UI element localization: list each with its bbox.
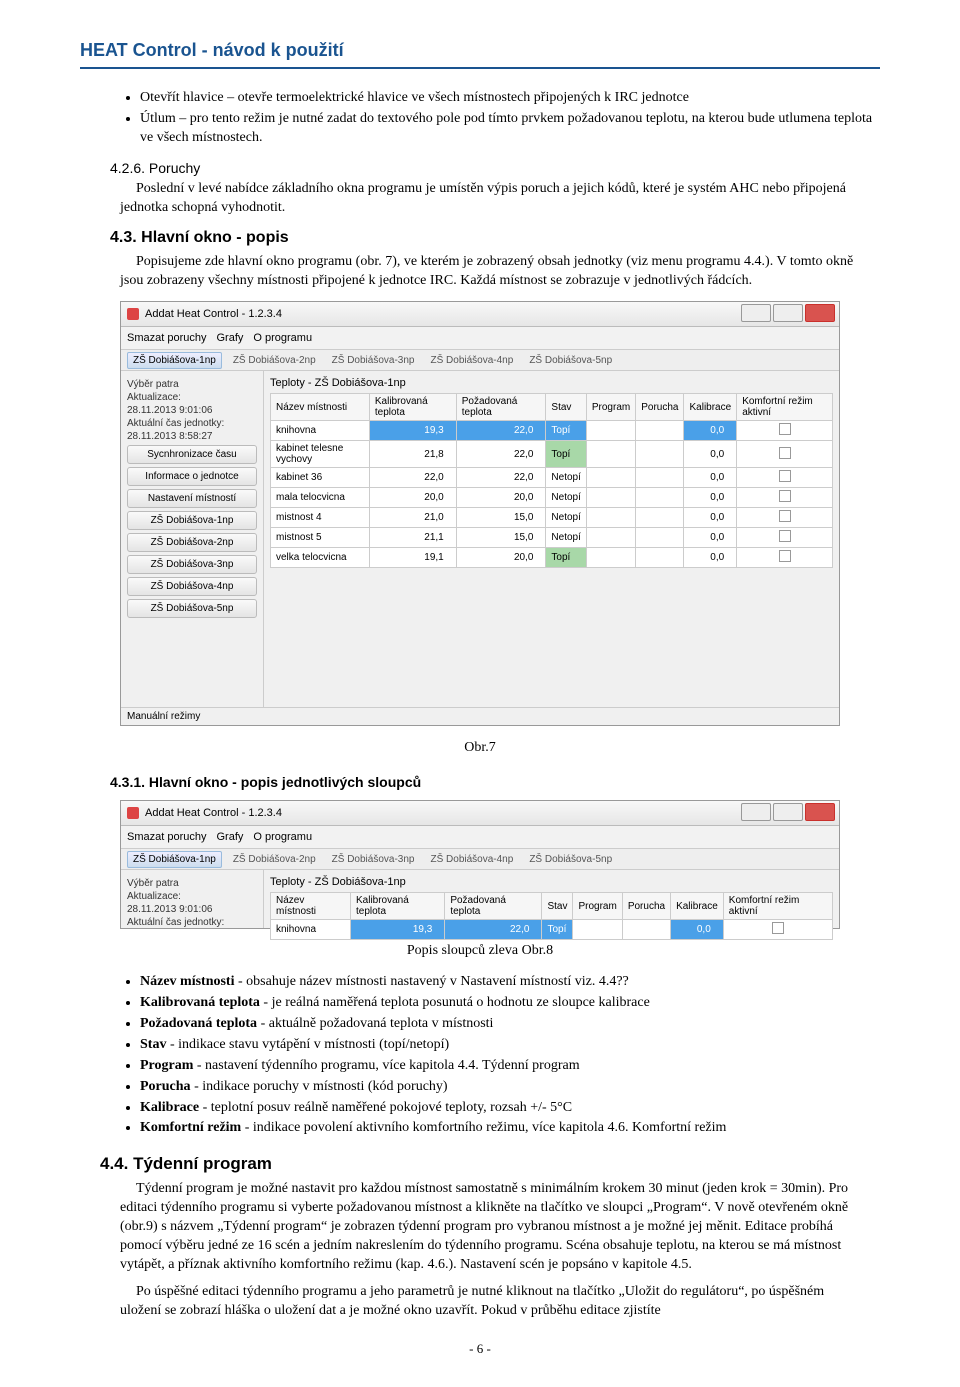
max-button[interactable] — [773, 803, 803, 821]
table-row[interactable]: kabinet 3622,022,0Netopí0,0 — [271, 468, 833, 488]
sidebar-time: 28.11.2013 9:01:06 — [127, 904, 257, 915]
tab[interactable]: ZŠ Dobiášova-2np — [228, 852, 321, 867]
tab[interactable]: ZŠ Dobiášova-4np — [425, 852, 518, 867]
sidebar-label: Aktuální čas jednotky: — [127, 917, 257, 928]
col-header: Porucha — [622, 893, 670, 920]
table-row[interactable]: kabinet telesne vychovy21,822,0Topí0,0 — [271, 441, 833, 468]
intro-bullets: Otevřít hlavice – otevře termoelektrické… — [80, 89, 880, 148]
heading-4-3-1: 4.3.1. Hlavní okno - popis jednotlivých … — [110, 774, 880, 790]
window-title: Addat Heat Control - 1.2.3.4 — [145, 807, 282, 819]
menu-item[interactable]: Smazat poruchy — [127, 831, 206, 843]
col-header: Kalibrovaná teplota — [369, 394, 456, 421]
col-header: Porucha — [636, 394, 684, 421]
heading-4-2-6: 4.2.6. Poruchy — [110, 160, 880, 176]
heading-4-3: 4.3. Hlavní okno - popis — [110, 229, 880, 247]
sidebar-button[interactable]: Sycnhronizace času — [127, 445, 257, 464]
screenshot-header-only: Addat Heat Control - 1.2.3.4 Smazat poru… — [120, 800, 840, 929]
col-header: Požadovaná teplota — [456, 394, 546, 421]
col-header: Kalibrace — [684, 394, 737, 421]
tab[interactable]: ZŠ Dobiášova-5np — [524, 353, 617, 368]
table-row[interactable]: mala telocvicna20,020,0Netopí0,0 — [271, 488, 833, 508]
menubar: Smazat poruchy Grafy O programu — [121, 826, 839, 849]
tab[interactable]: ZŠ Dobiášova-3np — [327, 353, 420, 368]
menubar: Smazat poruchy Grafy O programu — [121, 327, 839, 350]
grid-table: Název místnosti Kalibrovaná teplota Poža… — [270, 393, 833, 568]
col-header: Stav — [546, 394, 586, 421]
col-header: Název místnosti — [271, 893, 351, 920]
sidebar-label: Aktualizace: — [127, 392, 257, 403]
para-4-4-1: Týdenní program je možné nastavit pro ka… — [120, 1180, 860, 1274]
menu-item[interactable]: O programu — [253, 332, 312, 344]
col-header: Stav — [542, 893, 573, 920]
tabbar: ZŠ Dobiášova-1np ZŠ Dobiášova-2np ZŠ Dob… — [121, 849, 839, 870]
max-button[interactable] — [773, 304, 803, 322]
table-row[interactable]: mistnost 421,015,0Netopí0,0 — [271, 508, 833, 528]
main-panel: Teploty - ZŠ Dobiášova-1np Název místnos… — [264, 371, 839, 707]
min-button[interactable] — [741, 803, 771, 821]
menu-item[interactable]: Grafy — [216, 332, 243, 344]
sidebar-button[interactable]: Informace o jednotce — [127, 467, 257, 486]
bottom-bar: Manuální režimy — [121, 707, 839, 725]
col-header: Komfortní režim aktivní — [737, 394, 833, 421]
page-header: HEAT Control - návod k použití — [80, 40, 880, 69]
sidebar-button[interactable]: ZŠ Dobiášova-2np — [127, 533, 257, 552]
grid-title: Teploty - ZŠ Dobiášova-1np — [270, 876, 833, 888]
menu-item[interactable]: O programu — [253, 831, 312, 843]
tab[interactable]: ZŠ Dobiášova-3np — [327, 852, 420, 867]
table-row[interactable]: knihovna19,322,0Topí0,0 — [271, 421, 833, 441]
col-header: Program — [573, 893, 622, 920]
col-header: Komfortní režim aktivní — [723, 893, 832, 920]
sidebar-button[interactable]: ZŠ Dobiášova-3np — [127, 555, 257, 574]
para-4-3: Popisujeme zde hlavní okno programu (obr… — [120, 253, 860, 291]
sidebar: Výběr patra Aktualizace: 28.11.2013 9:01… — [121, 870, 264, 928]
para-4-4-2: Po úspěšné editaci týdenního programu a … — [120, 1283, 860, 1321]
heading-4-4: 4.4. Týdenní program — [100, 1154, 880, 1174]
tab-active[interactable]: ZŠ Dobiášova-1np — [127, 352, 222, 369]
screenshot-main-window: Addat Heat Control - 1.2.3.4 Smazat poru… — [120, 301, 840, 726]
app-icon — [127, 807, 139, 819]
app-icon — [127, 308, 139, 320]
fig-caption-7: Obr.7 — [80, 740, 880, 756]
page-number: - 6 - — [80, 1341, 880, 1357]
tabbar: ZŠ Dobiášova-1np ZŠ Dobiášova-2np ZŠ Dob… — [121, 350, 839, 371]
sidebar-time: 28.11.2013 9:01:06 — [127, 405, 257, 416]
sidebar-button[interactable]: ZŠ Dobiášova-1np — [127, 511, 257, 530]
col-header: Název místnosti — [271, 394, 370, 421]
close-button[interactable] — [805, 803, 835, 821]
window-buttons — [741, 304, 835, 322]
sidebar-button[interactable]: ZŠ Dobiášova-4np — [127, 577, 257, 596]
sidebar-label: Výběr patra — [127, 878, 257, 889]
close-button[interactable] — [805, 304, 835, 322]
window-titlebar: Addat Heat Control - 1.2.3.4 — [121, 302, 839, 327]
col-header: Program — [586, 394, 635, 421]
para-4-2-6: Poslední v levé nabídce základního okna … — [120, 180, 860, 218]
col-header: Požadovaná teplota — [445, 893, 542, 920]
grid-table: Název místnosti Kalibrovaná teplota Poža… — [270, 892, 833, 940]
min-button[interactable] — [741, 304, 771, 322]
table-row[interactable]: velka telocvicna19,120,0Topí0,0 — [271, 548, 833, 568]
tab[interactable]: ZŠ Dobiášova-5np — [524, 852, 617, 867]
sidebar-time: 28.11.2013 8:58:27 — [127, 431, 257, 442]
table-row[interactable]: knihovna19,322,0Topí0,0 — [271, 920, 833, 940]
window-titlebar: Addat Heat Control - 1.2.3.4 — [121, 801, 839, 826]
menu-item[interactable]: Grafy — [216, 831, 243, 843]
main-panel: Teploty - ZŠ Dobiášova-1np Název místnos… — [264, 870, 839, 928]
tab-active[interactable]: ZŠ Dobiášova-1np — [127, 851, 222, 868]
bullets-4-3-1: Název místnosti - obsahuje název místnos… — [80, 973, 880, 1138]
sidebar-button[interactable]: ZŠ Dobiášova-5np — [127, 599, 257, 618]
grid-title: Teploty - ZŠ Dobiášova-1np — [270, 377, 833, 389]
fig-caption-8: Popis sloupců zleva Obr.8 — [80, 943, 880, 959]
table-row[interactable]: mistnost 521,115,0Netopí0,0 — [271, 528, 833, 548]
col-header: Kalibrace — [671, 893, 724, 920]
sidebar-label: Výběr patra — [127, 379, 257, 390]
sidebar-label: Aktuální čas jednotky: — [127, 418, 257, 429]
col-header: Kalibrovaná teplota — [350, 893, 444, 920]
menu-item[interactable]: Smazat poruchy — [127, 332, 206, 344]
tab[interactable]: ZŠ Dobiášova-2np — [228, 353, 321, 368]
tab[interactable]: ZŠ Dobiášova-4np — [425, 353, 518, 368]
window-title: Addat Heat Control - 1.2.3.4 — [145, 308, 282, 320]
sidebar-label: Aktualizace: — [127, 891, 257, 902]
sidebar: Výběr patra Aktualizace: 28.11.2013 9:01… — [121, 371, 264, 707]
sidebar-button[interactable]: Nastavení místností — [127, 489, 257, 508]
